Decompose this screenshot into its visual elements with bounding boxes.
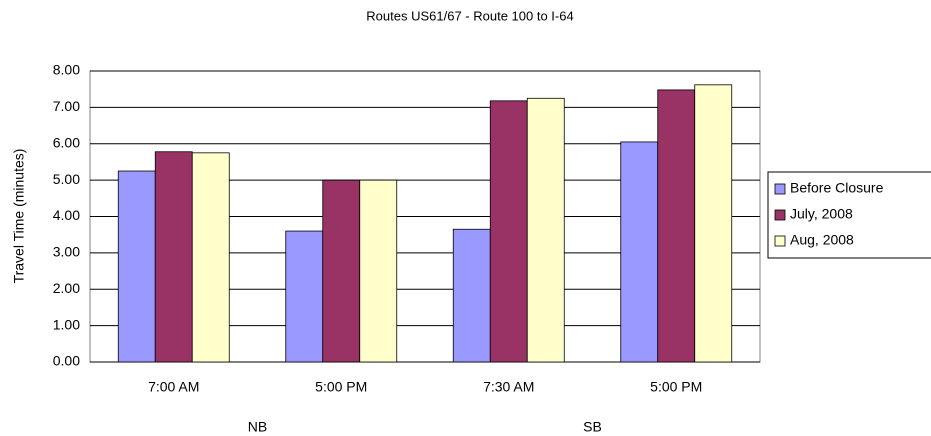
bar bbox=[117, 170, 156, 363]
y-tick-label: 7.00 bbox=[53, 98, 80, 114]
x-tick-label: 5:00 PM bbox=[315, 379, 367, 395]
y-axis-label: Travel Time (minutes) bbox=[11, 149, 27, 284]
bar bbox=[489, 100, 528, 363]
y-tick-label: 4.00 bbox=[53, 207, 80, 223]
y-tick-label: 5.00 bbox=[53, 171, 80, 187]
bar bbox=[526, 97, 565, 363]
x-tick-label: 7:30 AM bbox=[483, 379, 534, 395]
legend-label: Aug, 2008 bbox=[790, 232, 854, 248]
bar bbox=[694, 84, 733, 363]
x-tick-label: 7:00 AM bbox=[148, 379, 199, 395]
y-tick-label: 0.00 bbox=[53, 353, 80, 369]
y-tick-label: 3.00 bbox=[53, 244, 80, 260]
x-tick-label: 5:00 PM bbox=[650, 379, 702, 395]
bar bbox=[620, 141, 659, 363]
y-tick-label: 6.00 bbox=[53, 134, 80, 150]
y-tick-label: 8.00 bbox=[53, 62, 80, 78]
bar bbox=[452, 228, 491, 363]
group-label: NB bbox=[248, 419, 267, 435]
legend-swatch bbox=[774, 209, 786, 221]
group-label: SB bbox=[583, 419, 602, 435]
legend-swatch bbox=[774, 183, 786, 195]
bar bbox=[154, 151, 193, 363]
legend-swatch bbox=[774, 235, 786, 247]
legend-box bbox=[767, 171, 931, 259]
bar bbox=[657, 89, 696, 363]
y-tick-label: 2.00 bbox=[53, 280, 80, 296]
bar bbox=[285, 230, 324, 363]
legend-label: July, 2008 bbox=[790, 206, 853, 222]
bar bbox=[322, 179, 361, 363]
y-tick-label: 1.00 bbox=[53, 316, 80, 332]
chart-title: Routes US61/67 - Route 100 to I-64 bbox=[366, 8, 573, 23]
bar bbox=[191, 152, 230, 363]
bar bbox=[359, 179, 398, 363]
legend-label: Before Closure bbox=[790, 180, 884, 196]
